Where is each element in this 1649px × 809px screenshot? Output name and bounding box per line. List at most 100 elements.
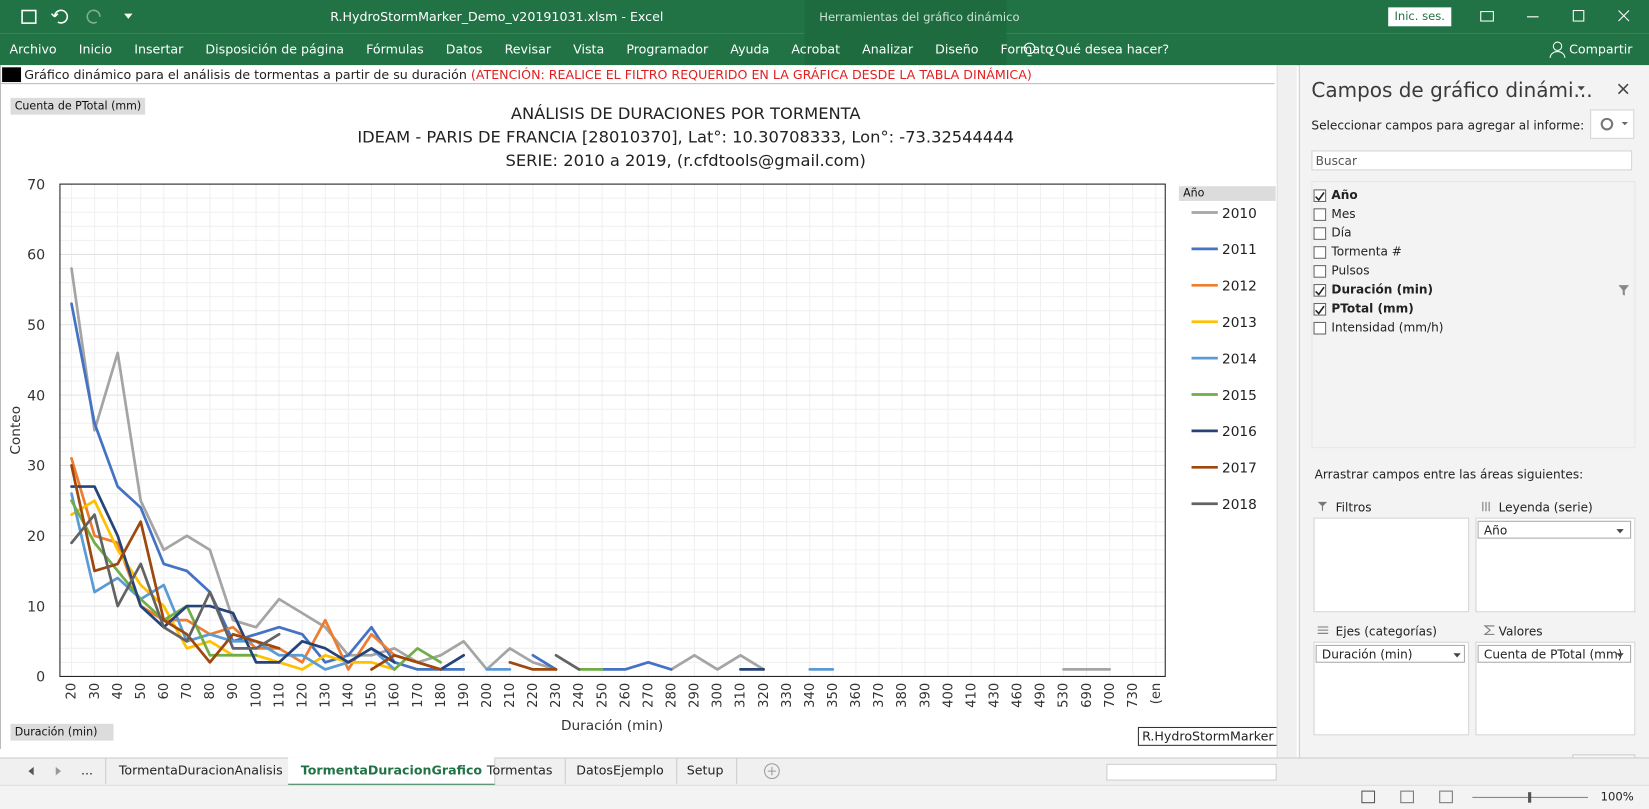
ribbon-tab[interactable]: Datos [445, 42, 483, 57]
field-checkbox[interactable] [1313, 302, 1327, 316]
field-name[interactable]: PTotal (mm) [1331, 300, 1414, 316]
field-checkbox[interactable] [1313, 265, 1327, 278]
x-tick-label: 150 [365, 683, 380, 708]
ribbon-tab[interactable]: Ayuda [730, 42, 770, 57]
series-line [70, 492, 835, 671]
panel-close[interactable] [1617, 83, 1629, 95]
legend-label: 2016 [1222, 424, 1257, 440]
value-field-button[interactable]: Cuenta de PTotal (mm) [10, 97, 146, 115]
ribbon-tab[interactable]: Archivo [9, 42, 57, 57]
field-list-title: Campos de gráfico dinámi... [1311, 78, 1593, 103]
legend-field-button[interactable]: Año [1178, 186, 1276, 201]
vertical-scrollbar[interactable] [1276, 65, 1297, 758]
field-name[interactable]: Año [1331, 187, 1358, 202]
ribbon-tab[interactable]: Revisar [504, 42, 552, 57]
maximize[interactable] [1572, 9, 1585, 22]
ribbon-tab[interactable]: Diseño [935, 42, 979, 57]
sheet-tab[interactable]: Tormentas [474, 757, 567, 784]
horizontal-scrollbar[interactable] [1106, 763, 1277, 781]
y-tick-label: 50 [27, 318, 45, 334]
tab-prev[interactable] [28, 766, 34, 776]
chart-frame-top [0, 83, 1275, 85]
sheet-tab[interactable]: TormentaDuracionAnalisis [106, 757, 297, 784]
dropdown-arrows [1453, 529, 1624, 658]
field-checkbox[interactable] [1313, 208, 1327, 221]
tell-me[interactable]: ¿Qué desea hacer? [1048, 42, 1170, 57]
x-tick-label: 310 [734, 683, 749, 708]
ribbon-tab[interactable]: Vista [573, 42, 605, 57]
new-sheet[interactable] [762, 762, 781, 781]
save-icon[interactable] [21, 9, 37, 24]
field-checkbox[interactable] [1313, 284, 1327, 297]
ribbon-tab[interactable]: Inicio [78, 42, 113, 57]
legend-label: 2014 [1222, 351, 1257, 367]
x-tick-label: 190 [457, 683, 472, 708]
field-checkbox[interactable] [1313, 227, 1327, 240]
check-path [1315, 192, 1325, 202]
ribbon-tab[interactable]: Disposición de página [205, 42, 345, 57]
x-tick-label: 280 [665, 683, 680, 708]
x-tick-label: 120 [295, 683, 310, 708]
tools-button[interactable] [1590, 109, 1635, 139]
series-line [70, 302, 673, 671]
tab-next[interactable] [55, 766, 61, 776]
field-name[interactable]: Pulsos [1331, 263, 1370, 278]
tab-nav [28, 766, 61, 776]
redo-icon[interactable] [86, 9, 101, 24]
search-box[interactable]: Buscar [1311, 150, 1633, 171]
field-name[interactable]: Intensidad (mm/h) [1331, 319, 1444, 335]
values-field-dropdown[interactable]: Cuenta de PTotal (mm) [1477, 644, 1632, 663]
field-checkbox[interactable] [1313, 246, 1327, 259]
ribbon-tab[interactable]: Programador [626, 42, 709, 57]
context-tab-group [804, 0, 1007, 66]
x-tick-label: 350 [826, 683, 841, 708]
filter-icon [1618, 285, 1630, 296]
filters-area[interactable] [1313, 517, 1470, 613]
sheet-tab[interactable]: Setup [674, 757, 738, 784]
field-name[interactable]: Duración (min) [1331, 281, 1434, 297]
field-name[interactable]: Tormenta # [1331, 244, 1402, 259]
sheet-tab[interactable]: DatosEjemplo [564, 757, 678, 784]
y-tick-label: 40 [27, 388, 45, 404]
plot-border [59, 183, 1166, 677]
series-line [70, 513, 581, 671]
legend-field-dropdown[interactable]: Año [1477, 520, 1632, 539]
sign-in-button[interactable]: Inic. ses. [1388, 7, 1452, 27]
search-placeholder: Buscar [1315, 153, 1357, 169]
field-checkbox[interactable] [1313, 321, 1327, 335]
chart-title: ANÁLISIS DE DURACIONES POR TORMENTA [511, 104, 862, 123]
field-name[interactable]: Mes [1331, 206, 1356, 221]
zoom-level[interactable]: 100% [1600, 790, 1634, 804]
ribbon-tab[interactable]: Analizar [862, 42, 914, 57]
sheet-caption: Gráfico dinámico para el análisis de tor… [24, 67, 467, 83]
window-title: R.HydroStormMarker_Demo_v20191031.xlsm -… [330, 9, 664, 25]
sheet-tab-active[interactable]: TormentaDuracionGrafico [288, 757, 496, 786]
ribbon-tab[interactable]: Fórmulas [366, 42, 424, 57]
series-line [70, 485, 765, 671]
share[interactable]: Compartir [1569, 42, 1633, 57]
tabs-more[interactable]: ... [68, 757, 107, 784]
qat-menu[interactable] [124, 13, 133, 19]
check-mark [1315, 305, 1325, 315]
x-axis-title: Duración (min) [561, 718, 663, 734]
caption-bullet [2, 67, 22, 83]
x-tick-label: 460 [1011, 683, 1026, 708]
legend-label: 2015 [1222, 388, 1257, 404]
ribbon-options[interactable] [1480, 11, 1494, 22]
field-name[interactable]: Día [1331, 225, 1352, 240]
context-title: Herramientas del gráfico dinámico [819, 10, 1020, 25]
field-checkbox[interactable] [1313, 189, 1327, 202]
ribbon-tab[interactable]: Formato [1000, 42, 1053, 57]
axis-field-button[interactable]: Duración (min) [10, 723, 114, 741]
sheet-tabs-bar [0, 757, 1649, 786]
undo-icon[interactable] [50, 9, 69, 24]
check-path [1315, 305, 1325, 315]
x-tick-label: 230 [549, 683, 564, 708]
ribbon-tab[interactable]: Insertar [134, 42, 184, 57]
field-box [1311, 180, 1636, 449]
close[interactable] [1618, 10, 1630, 22]
panel-menu[interactable] [1577, 86, 1585, 91]
axes-field-dropdown[interactable]: Duración (min) [1315, 644, 1465, 663]
ribbon-tab[interactable]: Acrobat [791, 42, 841, 57]
